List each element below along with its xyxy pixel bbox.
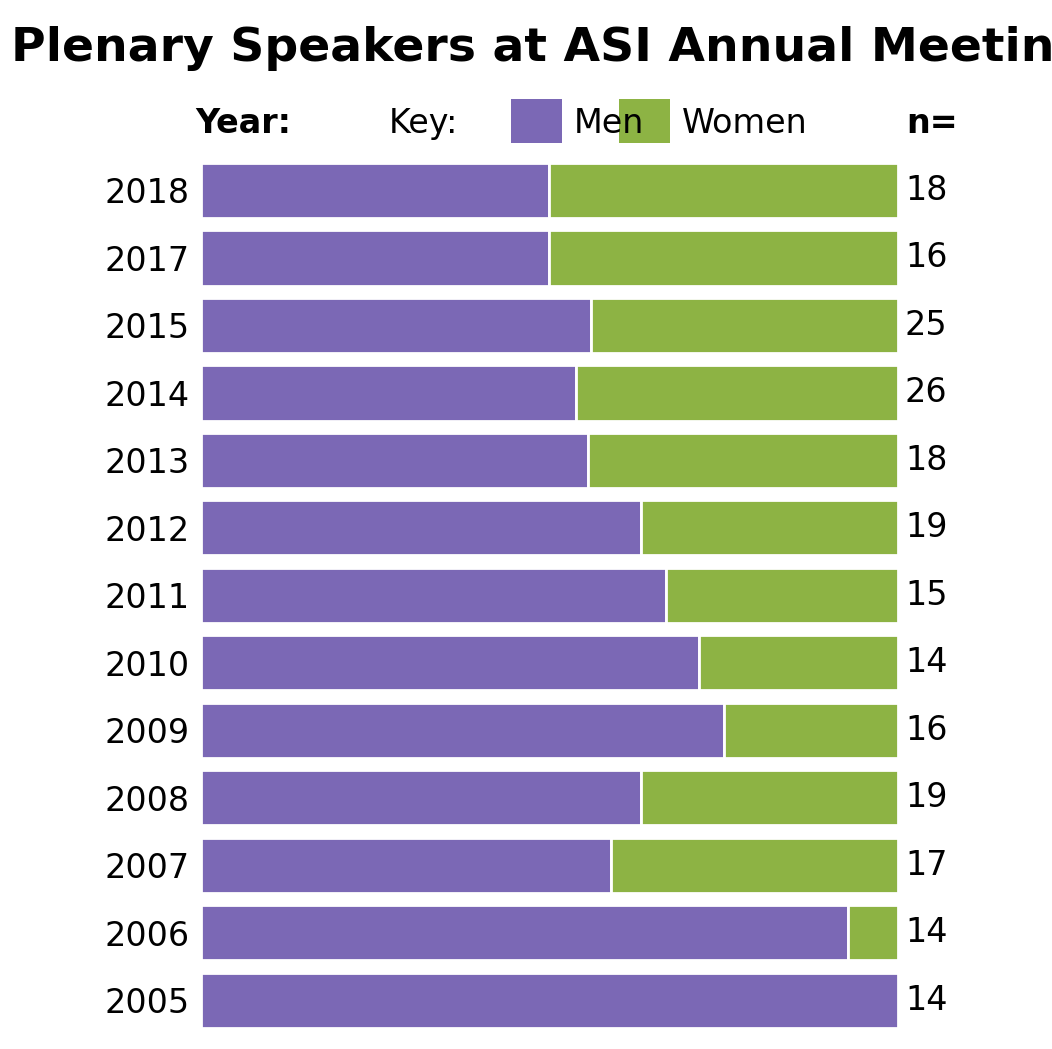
Bar bbox=[641, 500, 898, 556]
Text: n=: n= bbox=[907, 107, 958, 140]
Text: 15: 15 bbox=[905, 579, 948, 612]
Bar bbox=[591, 298, 898, 354]
Bar bbox=[201, 432, 588, 488]
Text: 25: 25 bbox=[905, 308, 948, 342]
Text: Year:: Year: bbox=[196, 107, 291, 140]
Bar bbox=[666, 568, 898, 623]
Text: 14: 14 bbox=[905, 984, 948, 1016]
Bar bbox=[576, 365, 898, 421]
Text: 14: 14 bbox=[905, 646, 948, 680]
Bar bbox=[201, 905, 848, 961]
Text: 18: 18 bbox=[905, 444, 948, 477]
Bar bbox=[201, 298, 591, 354]
Text: 14: 14 bbox=[905, 916, 948, 949]
Text: 16: 16 bbox=[905, 713, 948, 747]
Bar bbox=[699, 635, 898, 690]
Text: Men: Men bbox=[574, 107, 645, 140]
Text: 18: 18 bbox=[905, 174, 948, 207]
Bar bbox=[201, 972, 898, 1028]
Text: 17: 17 bbox=[905, 849, 948, 882]
Bar bbox=[201, 703, 724, 758]
Bar bbox=[641, 770, 898, 826]
Text: Women: Women bbox=[683, 107, 808, 140]
Text: 26: 26 bbox=[905, 377, 948, 409]
Bar bbox=[201, 500, 641, 556]
Text: 19: 19 bbox=[905, 511, 948, 544]
Bar bbox=[201, 770, 641, 826]
Bar bbox=[201, 837, 611, 893]
Text: 19: 19 bbox=[905, 782, 948, 814]
Bar bbox=[201, 568, 666, 623]
Text: 16: 16 bbox=[905, 241, 948, 275]
Bar bbox=[201, 163, 549, 218]
Bar bbox=[201, 635, 699, 690]
Bar bbox=[549, 163, 898, 218]
Bar bbox=[611, 837, 898, 893]
Bar bbox=[724, 703, 898, 758]
Bar bbox=[201, 230, 549, 285]
Bar bbox=[588, 432, 898, 488]
Text: Key:: Key: bbox=[389, 107, 459, 140]
Bar bbox=[549, 230, 898, 285]
Text: Plenary Speakers at ASI Annual Meetings: Plenary Speakers at ASI Annual Meetings bbox=[11, 26, 1052, 71]
Bar bbox=[201, 365, 576, 421]
Bar bbox=[848, 905, 898, 961]
